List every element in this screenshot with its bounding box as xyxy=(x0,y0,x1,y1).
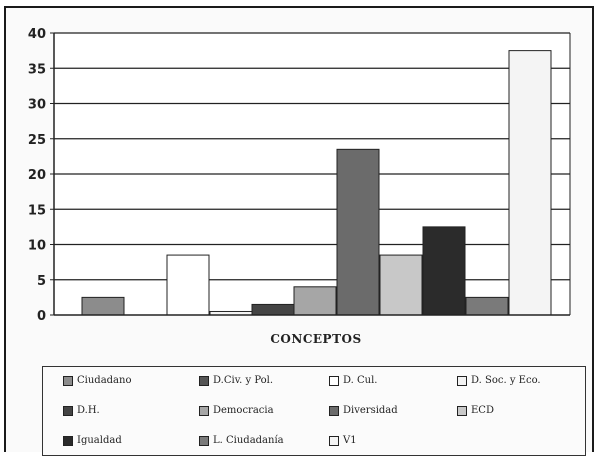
legend-label: V1 xyxy=(343,435,357,446)
legend-item: D.H. xyxy=(63,405,100,416)
bar-d-h xyxy=(252,304,294,315)
y-tick-label: 5 xyxy=(37,274,46,289)
legend-label: Ciudadano xyxy=(77,375,131,386)
legend-label: D.H. xyxy=(77,405,100,416)
legend-swatch xyxy=(63,436,73,446)
legend-item: D. Cul. xyxy=(329,375,378,386)
y-tick-label: 40 xyxy=(28,27,46,42)
bar-l-ciudadan-a xyxy=(466,297,508,315)
bar-democracia xyxy=(294,287,336,315)
legend-item: D.Civ. y Pol. xyxy=(199,375,273,386)
legend-swatch xyxy=(63,406,73,416)
bar-ciudadano xyxy=(82,297,124,315)
legend-swatch xyxy=(329,376,339,386)
bar-d-cul xyxy=(167,255,209,315)
y-tick-label: 10 xyxy=(28,239,46,254)
legend-item: V1 xyxy=(329,435,357,446)
y-tick-label: 0 xyxy=(37,309,46,324)
legend-label: Diversidad xyxy=(343,405,398,416)
legend-label: ECD xyxy=(471,405,494,416)
y-tick-label: 30 xyxy=(28,98,46,113)
legend: Ciudadano D.Civ. y Pol. D. Cul. D. Soc. y E… xyxy=(42,366,586,456)
legend-item: L. Ciudadanía xyxy=(199,435,284,446)
legend-label: L. Ciudadanía xyxy=(213,435,284,446)
y-tick-label: 35 xyxy=(28,62,46,77)
legend-label: D.Civ. y Pol. xyxy=(213,375,273,386)
legend-label: Democracia xyxy=(213,405,274,416)
legend-item: D. Soc. y Eco. xyxy=(457,375,541,386)
legend-swatch xyxy=(329,436,339,446)
x-axis-label: CONCEPTOS xyxy=(270,332,361,346)
legend-swatch xyxy=(199,376,209,386)
y-tick-label: 25 xyxy=(28,133,46,148)
legend-swatch xyxy=(329,406,339,416)
bar-chart: 0 5 10 15 20 25 30 35 40 CONCEPTOS xyxy=(0,0,600,366)
bar-igualdad xyxy=(423,227,465,315)
legend-swatch xyxy=(457,406,467,416)
legend-item: ECD xyxy=(457,405,494,416)
bar-v1 xyxy=(509,51,551,315)
legend-item: Igualdad xyxy=(63,435,122,446)
legend-swatch xyxy=(63,376,73,386)
legend-swatch xyxy=(457,376,467,386)
y-tick-label: 20 xyxy=(28,168,46,183)
legend-swatch xyxy=(199,406,209,416)
legend-label: D. Cul. xyxy=(343,375,378,386)
legend-label: D. Soc. y Eco. xyxy=(471,375,541,386)
legend-item: Ciudadano xyxy=(63,375,131,386)
legend-label: Igualdad xyxy=(77,435,122,446)
bar-diversidad xyxy=(337,149,379,315)
y-axis-ticks: 0 5 10 15 20 25 30 35 40 xyxy=(28,27,54,324)
legend-swatch xyxy=(199,436,209,446)
legend-item: Diversidad xyxy=(329,405,398,416)
y-tick-label: 15 xyxy=(28,203,46,218)
legend-item: Democracia xyxy=(199,405,274,416)
bar-ecd xyxy=(380,255,422,315)
